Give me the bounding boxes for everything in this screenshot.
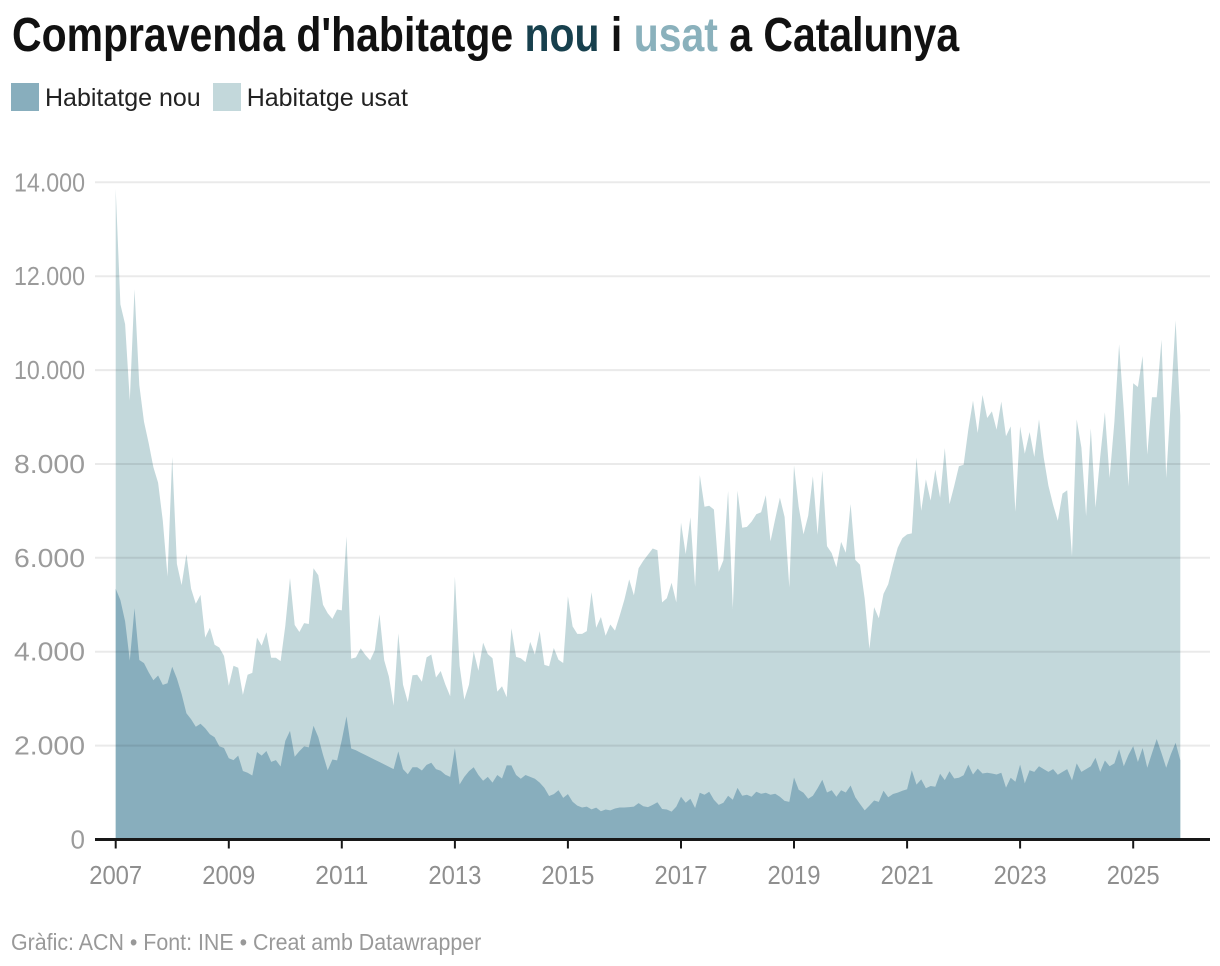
svg-text:2019: 2019 [768,860,821,890]
svg-text:6.000: 6.000 [14,543,85,573]
svg-text:12.000: 12.000 [14,261,85,291]
svg-text:2017: 2017 [655,860,708,890]
svg-text:2023: 2023 [994,860,1047,890]
svg-text:2021: 2021 [881,860,934,890]
svg-text:10.000: 10.000 [14,355,85,385]
svg-text:2025: 2025 [1107,860,1160,890]
svg-text:2009: 2009 [202,860,255,890]
svg-text:4.000: 4.000 [14,637,85,667]
svg-text:2.000: 2.000 [14,731,85,761]
svg-text:2011: 2011 [315,860,368,890]
svg-text:0: 0 [71,825,85,855]
svg-text:2013: 2013 [428,860,481,890]
svg-text:2015: 2015 [541,860,594,890]
svg-text:14.000: 14.000 [14,167,85,197]
svg-text:8.000: 8.000 [14,449,85,479]
svg-text:2007: 2007 [89,860,142,890]
